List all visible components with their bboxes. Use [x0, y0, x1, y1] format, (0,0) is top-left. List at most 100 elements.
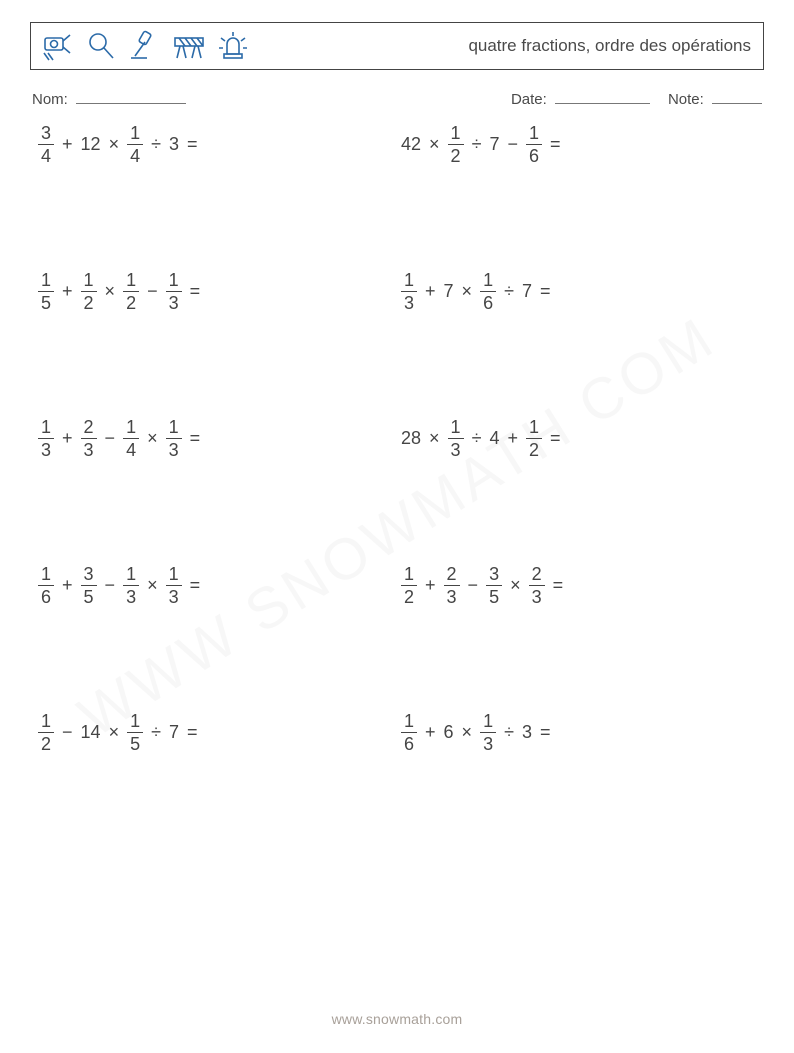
footer-url: www.snowmath.com: [0, 1011, 794, 1027]
date-label: Date:: [511, 91, 547, 108]
problem-cell: 28 × 13 ÷ 4 +12 =: [401, 418, 764, 459]
gavel-icon: [125, 26, 165, 66]
operator-div: ÷: [470, 429, 484, 447]
operator-times: ×: [427, 429, 442, 447]
date-blank: [555, 88, 650, 104]
operator-times: ×: [107, 723, 122, 741]
integer: 7: [169, 723, 179, 741]
operator-times: ×: [145, 576, 160, 594]
operator-div: ÷: [502, 723, 516, 741]
integer: 12: [81, 135, 101, 153]
header-box: quatre fractions, ordre des opérations: [30, 22, 764, 70]
operator-plus: +: [423, 576, 438, 594]
fraction: 23: [529, 565, 545, 606]
fraction: 13: [166, 565, 182, 606]
operator-div: ÷: [149, 135, 163, 153]
fraction: 12: [401, 565, 417, 606]
name-label: Nom:: [32, 91, 68, 108]
barrier-icon: [169, 26, 209, 66]
problem-cell: 13+7×16÷7=: [401, 271, 764, 312]
fraction: 12: [123, 271, 139, 312]
operator-times: ×: [508, 576, 523, 594]
operator-minus: −: [60, 723, 75, 741]
problem-cell: 12+23−35×23=: [401, 565, 764, 606]
operator-times: ×: [107, 135, 122, 153]
worksheet-title: quatre fractions, ordre des opérations: [468, 36, 751, 56]
problem-row: 13+23−14×13= 28 × 13 ÷ 4 +12 =: [38, 418, 764, 459]
operator-minus: −: [505, 135, 520, 153]
note-blank: [712, 88, 762, 104]
operator-plus: +: [60, 282, 75, 300]
fraction: 16: [480, 271, 496, 312]
fraction: 12: [526, 418, 542, 459]
problem-cell: 16 +6 × 13 ÷ 3 =: [401, 712, 764, 753]
expression: 16+35−13×13=: [38, 565, 202, 606]
header-icons: [37, 26, 253, 66]
fraction: 15: [127, 712, 143, 753]
operator-eq: =: [188, 576, 203, 594]
fraction: 12: [81, 271, 97, 312]
operator-div: ÷: [470, 135, 484, 153]
operator-eq: =: [548, 429, 563, 447]
operator-times: ×: [427, 135, 442, 153]
operator-times: ×: [145, 429, 160, 447]
operator-plus: +: [505, 429, 520, 447]
problem-cell: 16+35−13×13=: [38, 565, 401, 606]
problem-cell: 13+23−14×13=: [38, 418, 401, 459]
operator-eq: =: [548, 135, 563, 153]
integer: 42: [401, 135, 421, 153]
operator-plus: +: [423, 723, 438, 741]
expression: 13+23−14×13=: [38, 418, 202, 459]
expression: 28 × 13 ÷ 4 +12 =: [401, 418, 563, 459]
integer: 6: [444, 723, 454, 741]
operator-eq: =: [538, 723, 553, 741]
operator-eq: =: [538, 282, 553, 300]
problem-cell: 42 × 12 ÷ 7−16 =: [401, 124, 764, 165]
fraction: 16: [526, 124, 542, 165]
name-field: Nom:: [32, 88, 186, 108]
expression: 16 +6 × 13 ÷ 3 =: [401, 712, 553, 753]
operator-minus: −: [466, 576, 481, 594]
fraction: 35: [486, 565, 502, 606]
fraction: 12: [448, 124, 464, 165]
operator-minus: −: [103, 576, 118, 594]
fraction: 13: [166, 271, 182, 312]
integer: 28: [401, 429, 421, 447]
operator-plus: +: [60, 429, 75, 447]
expression: 13+7×16÷7=: [401, 271, 553, 312]
expression: 15+12×12−13=: [38, 271, 202, 312]
problem-cell: 12−14×15÷7=: [38, 712, 401, 753]
info-line: Nom: Date: Note:: [32, 88, 762, 108]
expression: 42 × 12 ÷ 7−16 =: [401, 124, 563, 165]
camera-icon: [37, 26, 77, 66]
problem-cell: 15+12×12−13=: [38, 271, 401, 312]
note-label: Note:: [668, 91, 704, 108]
fraction: 12: [38, 712, 54, 753]
operator-eq: =: [185, 135, 200, 153]
integer: 7: [489, 135, 499, 153]
operator-times: ×: [460, 723, 475, 741]
fraction: 23: [81, 418, 97, 459]
fraction: 15: [38, 271, 54, 312]
fraction: 35: [81, 565, 97, 606]
fraction: 13: [123, 565, 139, 606]
expression: 34+12×14÷3=: [38, 124, 200, 165]
integer: 7: [522, 282, 532, 300]
fraction: 13: [448, 418, 464, 459]
fraction: 34: [38, 124, 54, 165]
operator-plus: +: [60, 135, 75, 153]
operator-div: ÷: [502, 282, 516, 300]
operator-eq: =: [551, 576, 566, 594]
operator-plus: +: [60, 576, 75, 594]
expression: 12−14×15÷7=: [38, 712, 200, 753]
integer: 4: [489, 429, 499, 447]
operator-div: ÷: [149, 723, 163, 741]
problems-grid: 34+12×14÷3=42×12÷7−16=15+12×12−13=13+7×1…: [30, 116, 764, 753]
operator-eq: =: [188, 429, 203, 447]
integer: 3: [522, 723, 532, 741]
siren-icon: [213, 26, 253, 66]
integer: 14: [81, 723, 101, 741]
fraction: 13: [480, 712, 496, 753]
problem-row: 15+12×12−13=13+7×16÷7=: [38, 271, 764, 312]
fraction: 16: [401, 712, 417, 753]
